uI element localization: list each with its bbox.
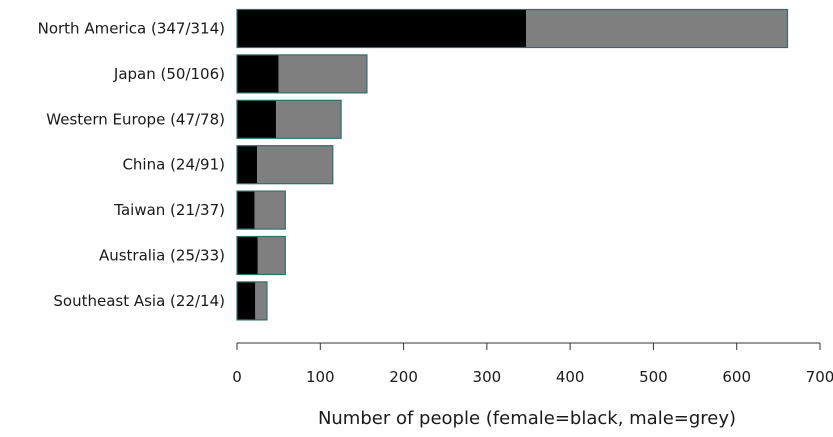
x-axis: 0 100 200 300 400 500 600 700 bbox=[232, 342, 833, 386]
bar-outline bbox=[236, 145, 334, 185]
category-label: Australia (25/33) bbox=[99, 247, 225, 265]
category-labels: North America (347/314) Japan (50/106) Wes… bbox=[38, 20, 225, 310]
bar-outline bbox=[236, 54, 368, 94]
bar-segment-male bbox=[278, 54, 367, 93]
x-axis-title: Number of people (female=black, male=gre… bbox=[318, 408, 736, 429]
category-label: Western Europe (47/78) bbox=[46, 110, 225, 128]
bar-outline bbox=[236, 235, 286, 276]
bar-segment-male bbox=[257, 236, 286, 275]
bar-outline bbox=[236, 99, 342, 139]
x-tick-label: 500 bbox=[639, 368, 668, 386]
bar-segment-male bbox=[255, 281, 267, 320]
category-label: China (24/91) bbox=[122, 156, 225, 174]
x-tick-label: 600 bbox=[722, 368, 751, 386]
bar-segment-female bbox=[237, 281, 256, 320]
x-tick-label: 400 bbox=[556, 368, 585, 386]
bar-outline bbox=[236, 190, 286, 230]
bar-segment-male bbox=[526, 9, 788, 48]
bar-segment-female bbox=[237, 236, 258, 275]
bars-layer bbox=[236, 8, 789, 321]
bar-segment-female bbox=[237, 145, 257, 184]
bar-segment-female bbox=[237, 54, 279, 93]
bar-segment-female bbox=[237, 191, 255, 230]
bar-segment-male bbox=[256, 145, 333, 184]
x-tick-label: 0 bbox=[232, 368, 242, 386]
x-tick-label: 100 bbox=[306, 368, 335, 386]
bar-segment-male bbox=[254, 191, 286, 230]
bar-outline bbox=[236, 8, 789, 49]
category-label: Japan (50/106) bbox=[113, 65, 225, 83]
category-label: Taiwan (21/37) bbox=[113, 201, 225, 219]
bar-segment-female bbox=[237, 9, 527, 48]
category-label: North America (347/314) bbox=[38, 20, 225, 38]
bar-segment-female bbox=[237, 100, 277, 139]
bar-outline bbox=[236, 281, 268, 321]
bar-segment-male bbox=[276, 100, 342, 139]
category-label: Southeast Asia (22/14) bbox=[53, 292, 225, 310]
x-tick-label: 200 bbox=[389, 368, 418, 386]
x-tick-label: 700 bbox=[806, 368, 833, 386]
x-tick-label: 300 bbox=[473, 368, 502, 386]
